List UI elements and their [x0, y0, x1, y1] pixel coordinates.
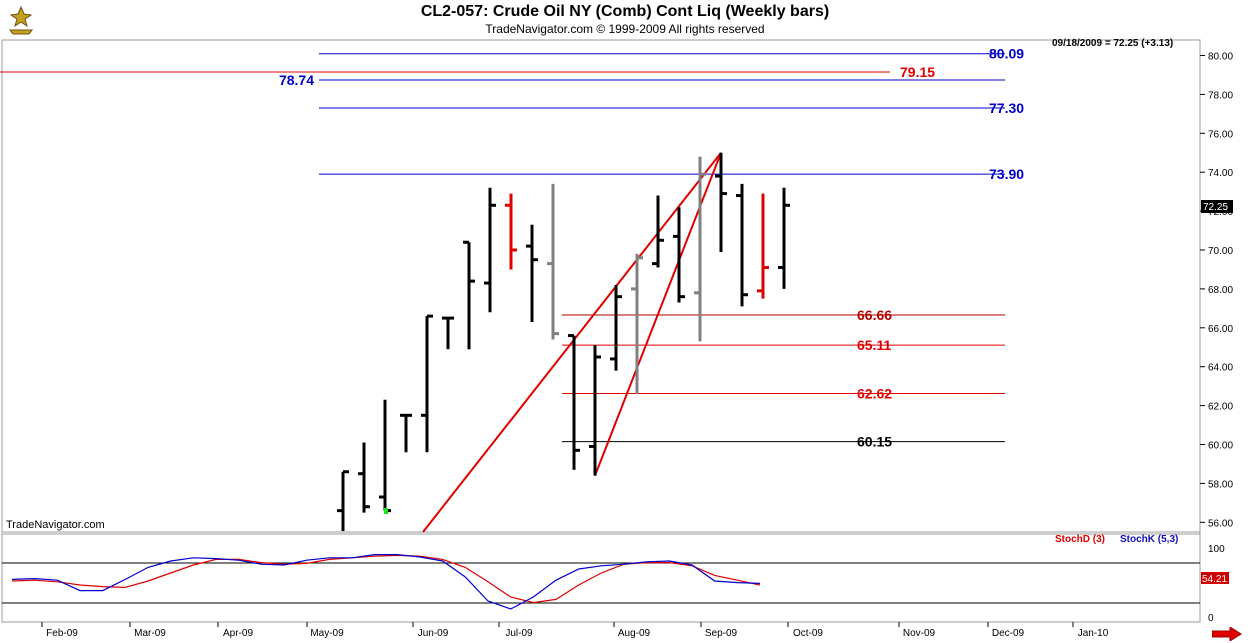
ohlc-bars [337, 152, 790, 531]
level-label-77.30: 77.30 [989, 100, 1024, 116]
level-label-65.11: 65.11 [857, 337, 891, 353]
trend-line-lower [422, 152, 722, 533]
legend-stochd: StochD (3) [1055, 534, 1105, 545]
time-axis-tick-label: Jul-09 [505, 628, 533, 639]
last-price-marker: 72.25 [1203, 202, 1228, 213]
price-axis-tick-label: 66.00 [1208, 324, 1233, 335]
chart-subtitle: TradeNavigator.com © 1999-2009 All right… [485, 22, 765, 36]
price-axis-tick-label: 78.00 [1208, 90, 1233, 101]
last-quote-text: 09/18/2009 = 72.25 (+3.13) [1052, 38, 1173, 49]
time-axis-tick-label: Dec-09 [992, 628, 1025, 639]
last-price-marker-bg [1201, 200, 1233, 213]
level-label-78.74: 78.74 [279, 72, 314, 88]
price-axis-tick-label: 70.00 [1208, 246, 1233, 257]
stoch-line-StochK [11, 553, 761, 610]
price-panel-frame [1, 39, 1201, 533]
price-axis: 56.00 58.00 60.00 62.00 64.00 66.00 68.00 70.00… [1200, 52, 1233, 529]
level-label-79.15: 79.15 [900, 64, 935, 80]
time-axis-tick-label: Sep-09 [705, 628, 738, 639]
price-axis-tick-label: 60.00 [1208, 441, 1233, 452]
scroll-right-arrow-icon[interactable] [1212, 627, 1242, 641]
time-axis-tick-label: Mar-09 [134, 628, 166, 639]
price-axis-tick-label: 58.00 [1208, 479, 1233, 490]
price-axis-tick-label: 64.00 [1208, 363, 1233, 374]
price-axis-tick-label: 74.00 [1208, 168, 1233, 179]
time-axis-tick-label: Aug-09 [618, 628, 651, 639]
level-label-66.66: 66.66 [857, 307, 892, 323]
chart-title: CL2-057: Crude Oil NY (Comb) Cont Liq (W… [420, 3, 830, 20]
signal-marker [384, 508, 388, 514]
level-label-60.15: 60.15 [857, 434, 892, 450]
time-axis-tick-label: Nov-09 [903, 628, 936, 639]
trade-navigator-logo-icon[interactable] [4, 4, 38, 36]
legend-stochk: StochK (5,3) [1120, 534, 1178, 545]
time-axis: Feb-09 Mar-09 Apr-09 May-09 Jun-09 Jul-09 Aug-… [41, 622, 1109, 639]
time-axis-tick-label: Apr-09 [223, 628, 253, 639]
level-label-62.62: 62.62 [857, 386, 892, 402]
time-axis-tick-label: Feb-09 [46, 628, 78, 639]
price-axis-tick-label: 80.00 [1208, 52, 1233, 63]
price-axis-tick-label: 62.00 [1208, 402, 1233, 413]
stoch-axis-tick-0: 0 [1208, 613, 1214, 624]
price-axis-tick-label: 56.00 [1208, 518, 1233, 529]
price-axis-tick-label: 68.00 [1208, 285, 1233, 296]
price-axis-tick-label: 76.00 [1208, 129, 1233, 140]
level-lines: 80.09 79.15 78.74 77.30 73.90 66.66 65.11 62.62… [0, 46, 1024, 450]
stoch-last-marker-bg [1201, 572, 1229, 584]
stoch-last-marker: 54.21 [1202, 574, 1227, 585]
level-label-73.90: 73.90 [989, 166, 1024, 182]
time-axis-tick-label: Oct-09 [793, 628, 823, 639]
stoch-panel-frame [1, 533, 1201, 623]
watermark-text: TradeNavigator.com [6, 519, 105, 531]
stochastic-lines [11, 553, 761, 610]
time-axis-tick-label: Jan-10 [1078, 628, 1109, 639]
stoch-axis-tick-100: 100 [1208, 544, 1225, 555]
level-label-80.09: 80.09 [989, 46, 1024, 62]
time-axis-tick-label: Jun-09 [418, 628, 449, 639]
time-axis-tick-label: May-09 [310, 628, 344, 639]
